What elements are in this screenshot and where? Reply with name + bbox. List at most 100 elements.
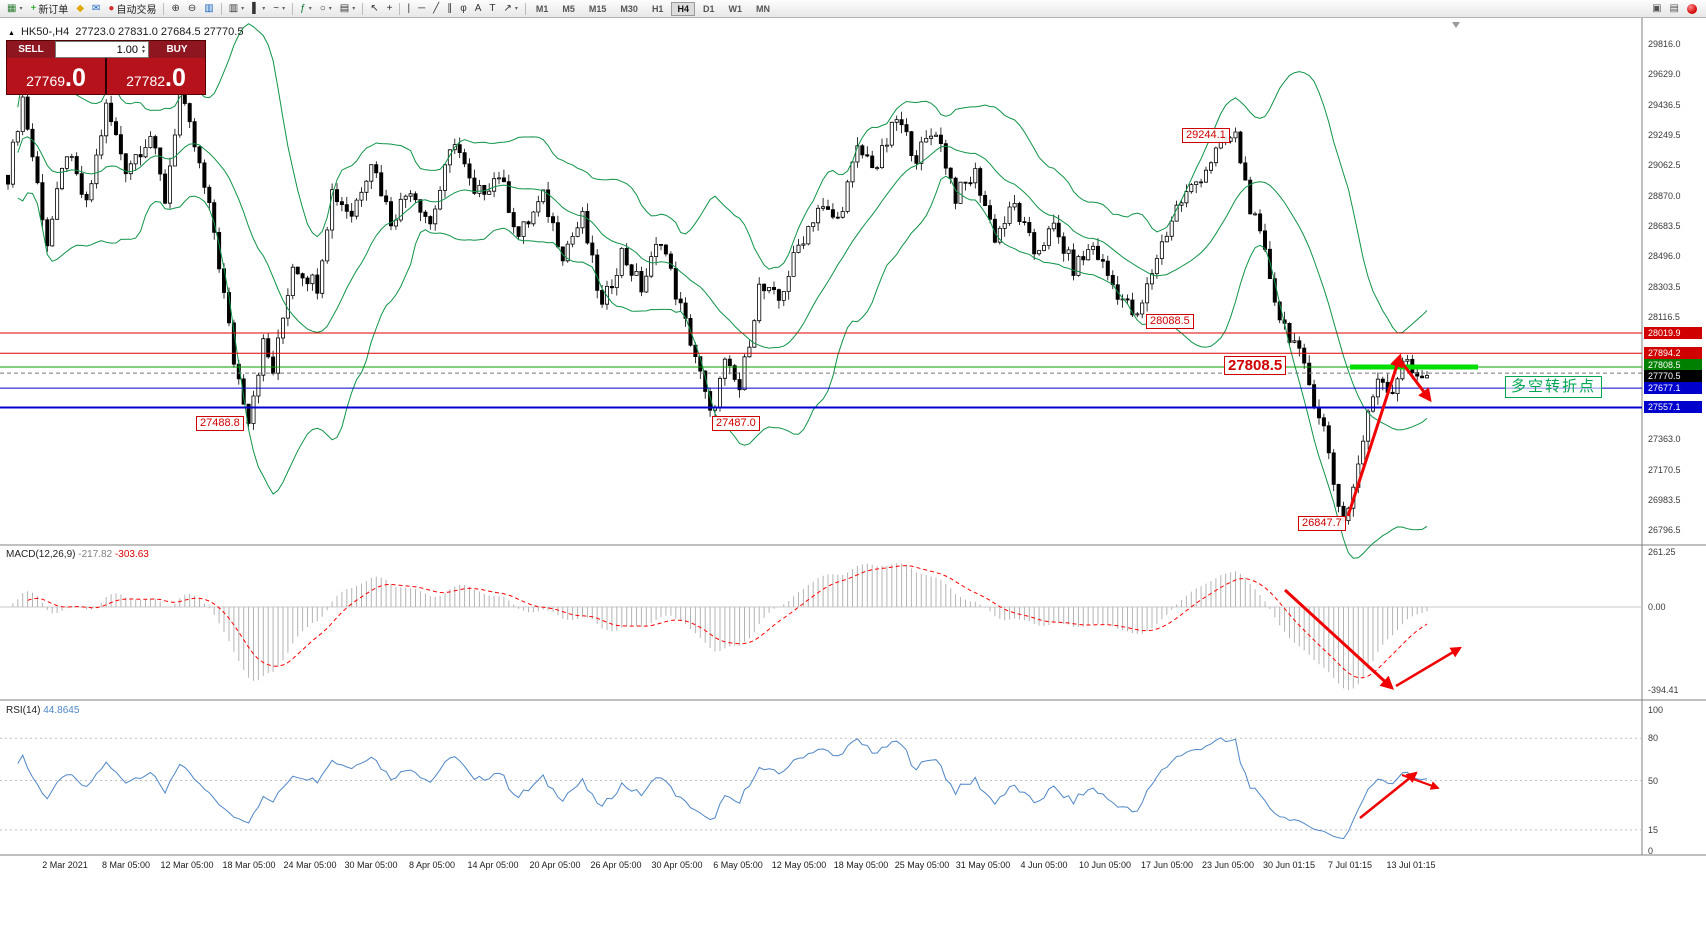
price-callout[interactable]: 27808.5 [1224, 356, 1287, 375]
fibonacci-icon[interactable]: φ [456, 1, 470, 17]
text-tool-icon[interactable]: A [471, 1, 486, 17]
drawn-trend-arrow[interactable] [1283, 588, 1394, 690]
macd-signal-value: -303.63 [114, 549, 149, 560]
bearish-candles [6, 93, 1425, 521]
sell-price-display[interactable]: 27769.0 [7, 58, 105, 94]
arrows-tool-icon[interactable]: ↗ ▾ [499, 1, 521, 17]
price-callout[interactable]: 29244.1 [1182, 128, 1230, 143]
periods-icon-glyph: ○ [319, 2, 326, 14]
volume-up-icon[interactable]: ▲ [141, 43, 146, 50]
buy-button[interactable]: BUY [149, 41, 205, 58]
tile-windows-icon[interactable]: ▥ [200, 1, 217, 17]
volume-input[interactable]: 1.00 ▲ ▼ [55, 41, 149, 58]
chart-shift-marker-icon[interactable] [1452, 22, 1460, 28]
timeframe-m1[interactable]: M1 [530, 2, 555, 16]
drawn-trend-arrow[interactable] [1401, 774, 1440, 790]
drawn-trend-arrow[interactable] [1346, 353, 1404, 517]
toolbar-separator [399, 2, 401, 15]
line-chart-mode-icon-glyph: ~ [273, 2, 280, 14]
time-axis-label: 30 Mar 05:00 [344, 860, 398, 870]
label-tool-icon[interactable]: T [485, 1, 499, 17]
zoom-out-icon-glyph: ⊖ [187, 2, 197, 14]
drawn-trend-arrow[interactable] [1359, 771, 1418, 819]
volume-spinner[interactable]: ▲ ▼ [141, 43, 146, 55]
autotrading-button-glyph: ● [108, 2, 115, 14]
trendline-icon[interactable]: ╱ [429, 1, 443, 17]
channel-icon[interactable]: ∥ [443, 1, 456, 17]
candlestick-mode-icon[interactable]: ▌ ▾ [248, 1, 269, 17]
chart-profile-icon[interactable]: ▣ [1648, 1, 1665, 17]
autotrading-button[interactable]: ● 自动交易 [104, 1, 160, 17]
dropdown-arrow-icon: ▾ [262, 6, 266, 12]
timeframe-m5[interactable]: M5 [556, 2, 581, 16]
dropdown-arrow-icon: ▾ [352, 6, 356, 12]
dropdown-arrow-icon: ▾ [308, 6, 312, 12]
price-scale-label: 26796.5 [1648, 525, 1681, 535]
time-axis-label: 31 May 05:00 [955, 860, 1011, 870]
periods-icon[interactable]: ○ ▾ [316, 1, 336, 17]
timeframe-d1[interactable]: D1 [697, 2, 721, 16]
zoom-in-icon[interactable]: ⊕ [167, 1, 183, 17]
timeframe-h4[interactable]: H4 [671, 1, 695, 16]
indicators-icon-glyph: ƒ [300, 2, 306, 14]
mql-community-icon[interactable]: ◆ [72, 1, 88, 17]
templates-icon[interactable]: ▤ ▾ [336, 1, 359, 17]
chart-symbol-period: HK50-,H4 [20, 26, 70, 38]
price-scale-label: 26983.5 [1648, 495, 1681, 505]
new-order-button[interactable]: + 新订单 [26, 1, 72, 17]
horizontal-line-icon[interactable]: ─ [414, 1, 429, 17]
rsi-indicator-label: RSI(14) 44.8645 [6, 705, 79, 716]
toolbar-separator [292, 2, 294, 15]
window-list-icon[interactable]: ▤ [1666, 1, 1683, 17]
time-axis-label: 2 Mar 2021 [42, 860, 88, 870]
one-click-trading-panel: SELL 1.00 ▲ ▼ BUY 27769.0 27782.0 [6, 40, 206, 95]
indicators-icon[interactable]: ƒ ▾ [296, 1, 316, 17]
toolbar-separator [220, 2, 222, 15]
chart-profile-icon-glyph: ▣ [1652, 2, 1662, 14]
price-callout[interactable]: 26847.7 [1298, 516, 1346, 531]
chart-canvas[interactable] [0, 18, 1706, 938]
volume-down-icon[interactable]: ▼ [141, 48, 146, 55]
dropdown-arrow-icon: ▾ [282, 6, 286, 12]
price-callout[interactable]: 28088.5 [1146, 314, 1194, 329]
bar-chart-mode-icon[interactable]: ▥ ▾ [225, 1, 248, 17]
price-callout[interactable]: 27487.0 [712, 416, 760, 431]
timeframe-m15[interactable]: M15 [583, 2, 613, 16]
drawn-trend-arrow[interactable] [1395, 646, 1462, 688]
drawn-trend-arrow[interactable] [1398, 359, 1432, 403]
dropdown-arrow-icon: ▾ [328, 6, 332, 12]
price-scale-label: 28870.0 [1648, 191, 1681, 201]
crosshair-icon[interactable]: + [383, 1, 397, 17]
price-scale-label: 27363.0 [1648, 434, 1681, 444]
vertical-line-icon[interactable]: | [403, 1, 414, 17]
zoom-out-icon[interactable]: ⊖ [184, 1, 200, 17]
line-chart-mode-icon[interactable]: ~ ▾ [269, 1, 289, 17]
timeframe-w1[interactable]: W1 [722, 2, 748, 16]
new-chart-icon[interactable]: ▦ ▾ [3, 1, 26, 17]
price-scale-label: 29249.5 [1648, 130, 1681, 140]
price-scale-label: 28303.5 [1648, 282, 1681, 292]
rsi-scale-label: 0 [1648, 846, 1654, 856]
toolbar-separator [362, 2, 364, 15]
sell-price-big-digits: .0 [65, 64, 86, 92]
bull-bear-pivot-annotation[interactable]: 多空转折点 [1505, 376, 1603, 398]
collapse-triangle-icon[interactable]: ▲ [8, 30, 15, 37]
time-axis-label: 25 May 05:00 [894, 860, 950, 870]
rsi-name: RSI(14) [6, 705, 41, 716]
cursor-icon[interactable]: ↖ [366, 1, 382, 17]
price-scale-label: 29629.0 [1648, 69, 1681, 79]
price-callout[interactable]: 27488.8 [196, 416, 244, 431]
timeframe-mn[interactable]: MN [750, 2, 776, 16]
rsi-value: 44.8645 [43, 705, 80, 716]
channel-icon-glyph: ∥ [447, 2, 453, 14]
chart-ohlc-values: 27723.0 27831.0 27684.5 27770.5 [75, 26, 244, 38]
timeframe-m30[interactable]: M30 [614, 2, 644, 16]
price-scale-label: 29816.0 [1648, 39, 1681, 49]
buy-price-display[interactable]: 27782.0 [107, 58, 205, 94]
rsi-scale-label: 15 [1648, 825, 1659, 835]
chat-icon[interactable]: ✉ [88, 1, 104, 17]
volume-value[interactable]: 1.00 [116, 43, 139, 56]
autotrading-button-label: 自动交易 [116, 5, 157, 16]
timeframe-h1[interactable]: H1 [646, 2, 670, 16]
sell-button[interactable]: SELL [7, 41, 55, 58]
